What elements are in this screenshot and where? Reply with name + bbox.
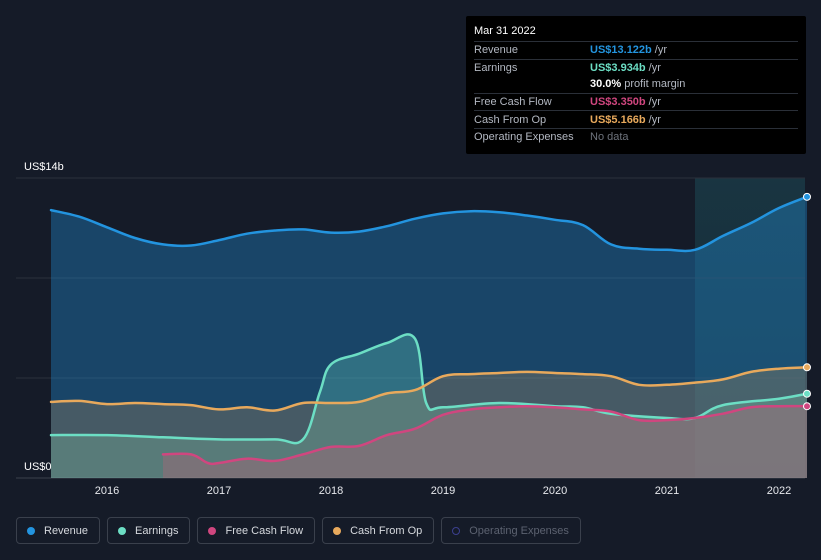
x-tick-label: 2021 [655, 485, 679, 497]
tooltip-unit: /yr [654, 44, 667, 57]
tooltip-value: US$13.122b [590, 44, 652, 57]
tooltip-row-operating-expenses: Operating Expenses No data [474, 127, 798, 146]
legend-dot-icon [118, 526, 127, 535]
tooltip-label: Cash From Op [474, 113, 547, 126]
legend-free-cash-flow-button[interactable]: Free Cash Flow [197, 517, 316, 544]
earnings-endpoint [803, 389, 811, 398]
free-cash-flow-area [163, 406, 807, 478]
legend-operating-expenses-button[interactable]: Operating Expenses [441, 517, 581, 544]
legend-label: Revenue [44, 524, 89, 537]
legend-revenue-button[interactable]: Revenue [16, 517, 101, 544]
tooltip-label: Free Cash Flow [474, 96, 552, 109]
highlight-region [695, 178, 805, 478]
legend-label: Cash From Op [350, 524, 423, 537]
tooltip-unit: /yr [648, 96, 661, 109]
cash-from-op-line [49, 366, 809, 412]
tooltip-value: US$3.934b [590, 61, 646, 74]
x-axis: 2016 2017 2018 2019 2020 2021 2022 [95, 485, 791, 497]
legend-dot-icon [452, 526, 461, 535]
legend-label: Earnings [135, 524, 179, 537]
tooltip-row-revenue: Revenue US$13.122b /yr [474, 41, 798, 59]
series-endpoints [803, 192, 811, 411]
tooltip-panel: Mar 31 2022 Revenue US$13.122b /yr Earni… [466, 16, 806, 154]
revenue-endpoint [803, 192, 811, 201]
grid-lines [16, 177, 805, 479]
tooltip-unit: /yr [648, 61, 661, 74]
tooltip-label: Operating Expenses [474, 131, 574, 144]
legend-dot-icon [27, 526, 35, 535]
revenue-line [49, 195, 809, 253]
y-axis-top-label: US$14b [24, 161, 64, 173]
x-tick-label: 2017 [207, 485, 231, 497]
series-lines [49, 195, 809, 466]
tooltip-value: 30.0% [590, 78, 622, 91]
tooltip-value: No data [590, 131, 629, 144]
earnings-area [51, 334, 807, 478]
series-areas [51, 196, 807, 479]
legend-cash-from-op-button[interactable]: Cash From Op [322, 517, 435, 544]
cash-from-op-endpoint [803, 363, 811, 372]
x-tick-label: 2019 [431, 485, 455, 497]
tooltip-label: Revenue [474, 44, 519, 57]
free-cash-flow-endpoint [803, 402, 811, 411]
y-axis-bottom-label: US$0 [24, 461, 52, 473]
x-tick-label: 2016 [95, 485, 119, 497]
free-cash-flow-line [161, 404, 809, 466]
tooltip-row-earnings: Earnings US$3.934b /yr [474, 58, 798, 77]
tooltip-unit: /yr [648, 113, 661, 126]
x-tick-label: 2018 [319, 485, 343, 497]
tooltip-row-profit-margin: 30.0% profit margin [474, 76, 798, 93]
legend-label: Operating Expenses [469, 524, 569, 537]
legend-dot-icon [333, 526, 342, 535]
tooltip-label: Earnings [474, 61, 518, 74]
tooltip-value: US$3.350b [590, 96, 646, 109]
tooltip-date: Mar 31 2022 [474, 25, 536, 37]
chart-legend: Revenue Earnings Free Cash Flow Cash Fro… [16, 517, 581, 544]
legend-dot-icon [208, 526, 217, 535]
tooltip-row-free-cash-flow: Free Cash Flow US$3.350b /yr [474, 92, 798, 111]
x-tick-label: 2020 [543, 485, 567, 497]
tooltip-value: US$5.166b [590, 113, 646, 126]
tooltip-row-cash-from-op: Cash From Op US$5.166b /yr [474, 110, 798, 128]
x-tick-label: 2022 [767, 485, 791, 497]
tooltip-unit: profit margin [624, 78, 686, 91]
legend-label: Free Cash Flow [225, 524, 304, 537]
legend-earnings-button[interactable]: Earnings [107, 517, 191, 544]
